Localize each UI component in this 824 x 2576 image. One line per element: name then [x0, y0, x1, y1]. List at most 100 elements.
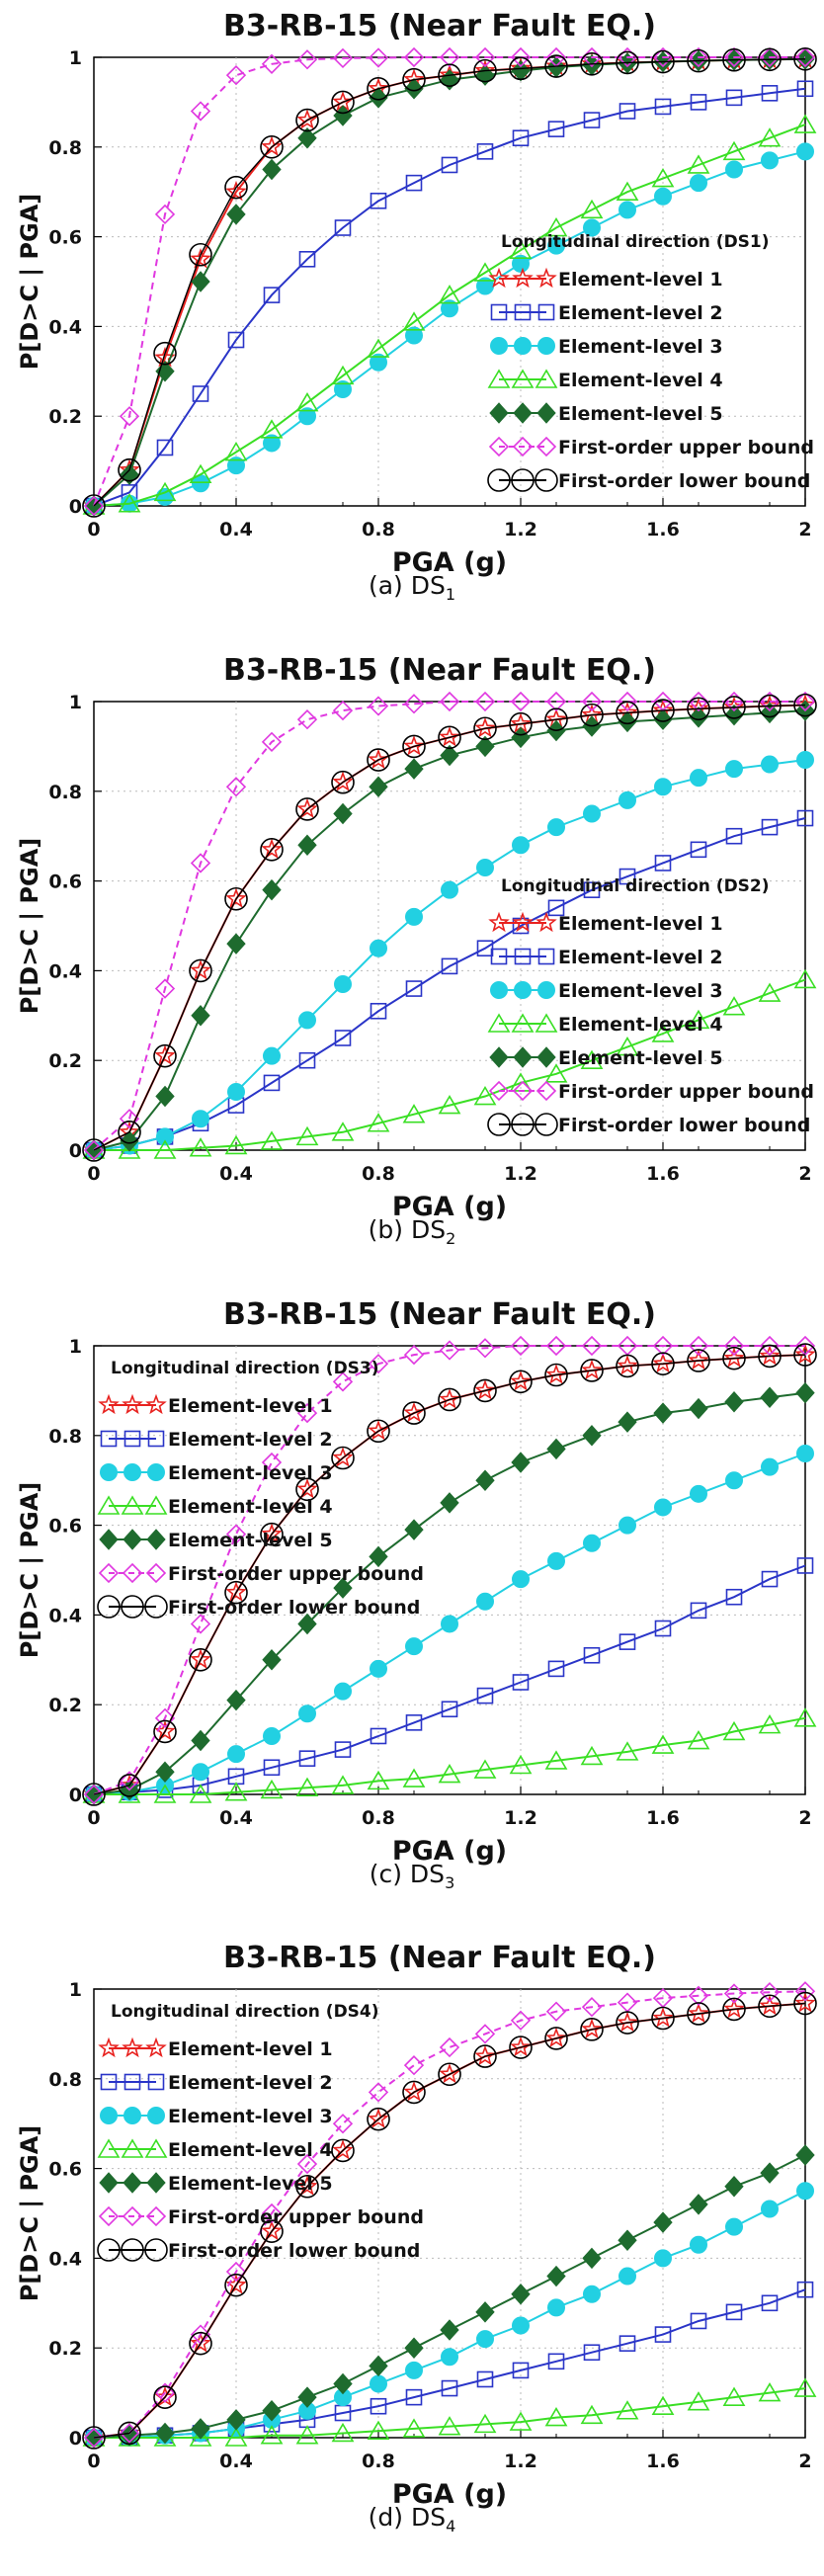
panel-caption: (c) DS3	[0, 1860, 824, 1892]
data-point	[404, 758, 424, 780]
data-point	[332, 771, 354, 791]
data-point	[758, 47, 782, 72]
series-line	[93, 816, 806, 1151]
legend-marker	[97, 1494, 121, 1515]
data-point	[225, 180, 247, 202]
legend-label: First-order upper bound	[168, 2206, 424, 2228]
data-point	[154, 2382, 176, 2403]
data-point	[82, 1137, 106, 1162]
data-point	[441, 299, 458, 318]
x-tick-label: 0.4	[219, 2451, 253, 2472]
data-point	[438, 2062, 461, 2087]
y-tick-label: 0.2	[48, 2338, 82, 2360]
y-axis-label: P[D>C | PGA]	[16, 194, 43, 371]
data-point	[476, 2370, 494, 2388]
legend-marker	[144, 1494, 168, 1515]
data-point	[119, 406, 140, 427]
data-point	[618, 710, 637, 732]
data-point	[226, 1689, 246, 1710]
data-point	[439, 1339, 460, 1361]
chart-svg: B3-RB-15 (Near Fault EQ.) 0 0.4 0.8 1.2 1.6 2 0…	[16, 9, 817, 578]
legend-title: Longitudinal direction (DS4)	[111, 2002, 379, 2022]
data-point	[331, 90, 355, 115]
data-point	[155, 1085, 175, 1108]
data-point	[333, 1576, 353, 1599]
data-point	[688, 2002, 709, 2024]
data-point	[723, 46, 745, 68]
x-tick-label: 0	[87, 2451, 100, 2472]
legend-marker	[490, 303, 508, 321]
data-point	[331, 2138, 355, 2163]
legend-title: Longitudinal direction (DS2)	[501, 876, 770, 896]
data-point	[725, 827, 743, 845]
data-point	[759, 1335, 781, 1356]
data-point	[793, 1706, 817, 1727]
y-tick-label: 0.2	[48, 406, 82, 428]
legend-marker	[537, 303, 555, 321]
data-point	[83, 1784, 105, 1804]
data-point	[618, 201, 636, 219]
data-point	[618, 868, 636, 885]
x-tick-label: 1.6	[646, 2451, 680, 2472]
data-point	[82, 2426, 106, 2451]
data-point	[476, 143, 494, 160]
data-point	[261, 838, 283, 859]
data-point	[189, 1136, 212, 1157]
series-7	[82, 1991, 817, 2451]
data-point	[544, 2407, 568, 2427]
data-point	[761, 1570, 779, 1587]
data-point	[153, 341, 177, 366]
data-point	[583, 1646, 601, 1664]
data-point	[722, 1346, 746, 1371]
data-point	[225, 776, 247, 797]
legend-marker	[489, 402, 509, 424]
data-point	[370, 2398, 387, 2415]
data-point	[476, 1687, 494, 1703]
legend-label: Element-level 2	[558, 302, 723, 324]
data-point	[402, 67, 426, 92]
data-point	[261, 2220, 283, 2241]
data-point	[617, 691, 638, 711]
legend-marker	[513, 402, 533, 424]
data-point	[545, 691, 567, 711]
data-point	[118, 2421, 141, 2446]
legend-marker	[123, 2172, 142, 2194]
data-point	[295, 2175, 319, 2199]
y-tick-label: 0.6	[48, 1515, 82, 1537]
data-point	[583, 804, 601, 823]
data-point	[583, 1534, 601, 1552]
data-point	[370, 192, 387, 209]
legend-marker	[511, 1112, 535, 1136]
legend-label: Element-level 3	[558, 336, 723, 358]
data-point	[725, 2303, 743, 2321]
data-point	[796, 1556, 814, 1574]
legend-marker	[537, 980, 555, 999]
data-point	[474, 1337, 496, 1358]
x-tick-label: 1.2	[504, 519, 537, 540]
caption-subscript: 4	[446, 2517, 456, 2536]
data-point	[439, 691, 460, 711]
legend-marker	[100, 1462, 118, 1481]
data-point	[580, 703, 604, 727]
data-point	[474, 2045, 496, 2066]
x-tick-label: 1.2	[504, 1163, 537, 1185]
data-point	[295, 796, 319, 821]
legend-label: Element-level 1	[558, 269, 723, 291]
data-point	[793, 47, 817, 71]
data-point	[438, 2416, 461, 2436]
data-point	[118, 1773, 141, 1797]
data-point	[473, 2414, 497, 2434]
data-point	[402, 2080, 426, 2105]
data-point	[438, 725, 461, 749]
data-point	[154, 204, 176, 225]
legend-label: First-order lower bound	[168, 2240, 420, 2262]
data-point	[118, 493, 141, 513]
data-point	[473, 262, 497, 282]
data-point	[796, 2282, 814, 2298]
data-point	[191, 271, 210, 292]
legend-marker	[512, 1080, 534, 1101]
data-point	[688, 691, 709, 711]
data-point	[651, 699, 675, 722]
data-point	[295, 2425, 319, 2445]
data-point	[368, 2082, 389, 2103]
